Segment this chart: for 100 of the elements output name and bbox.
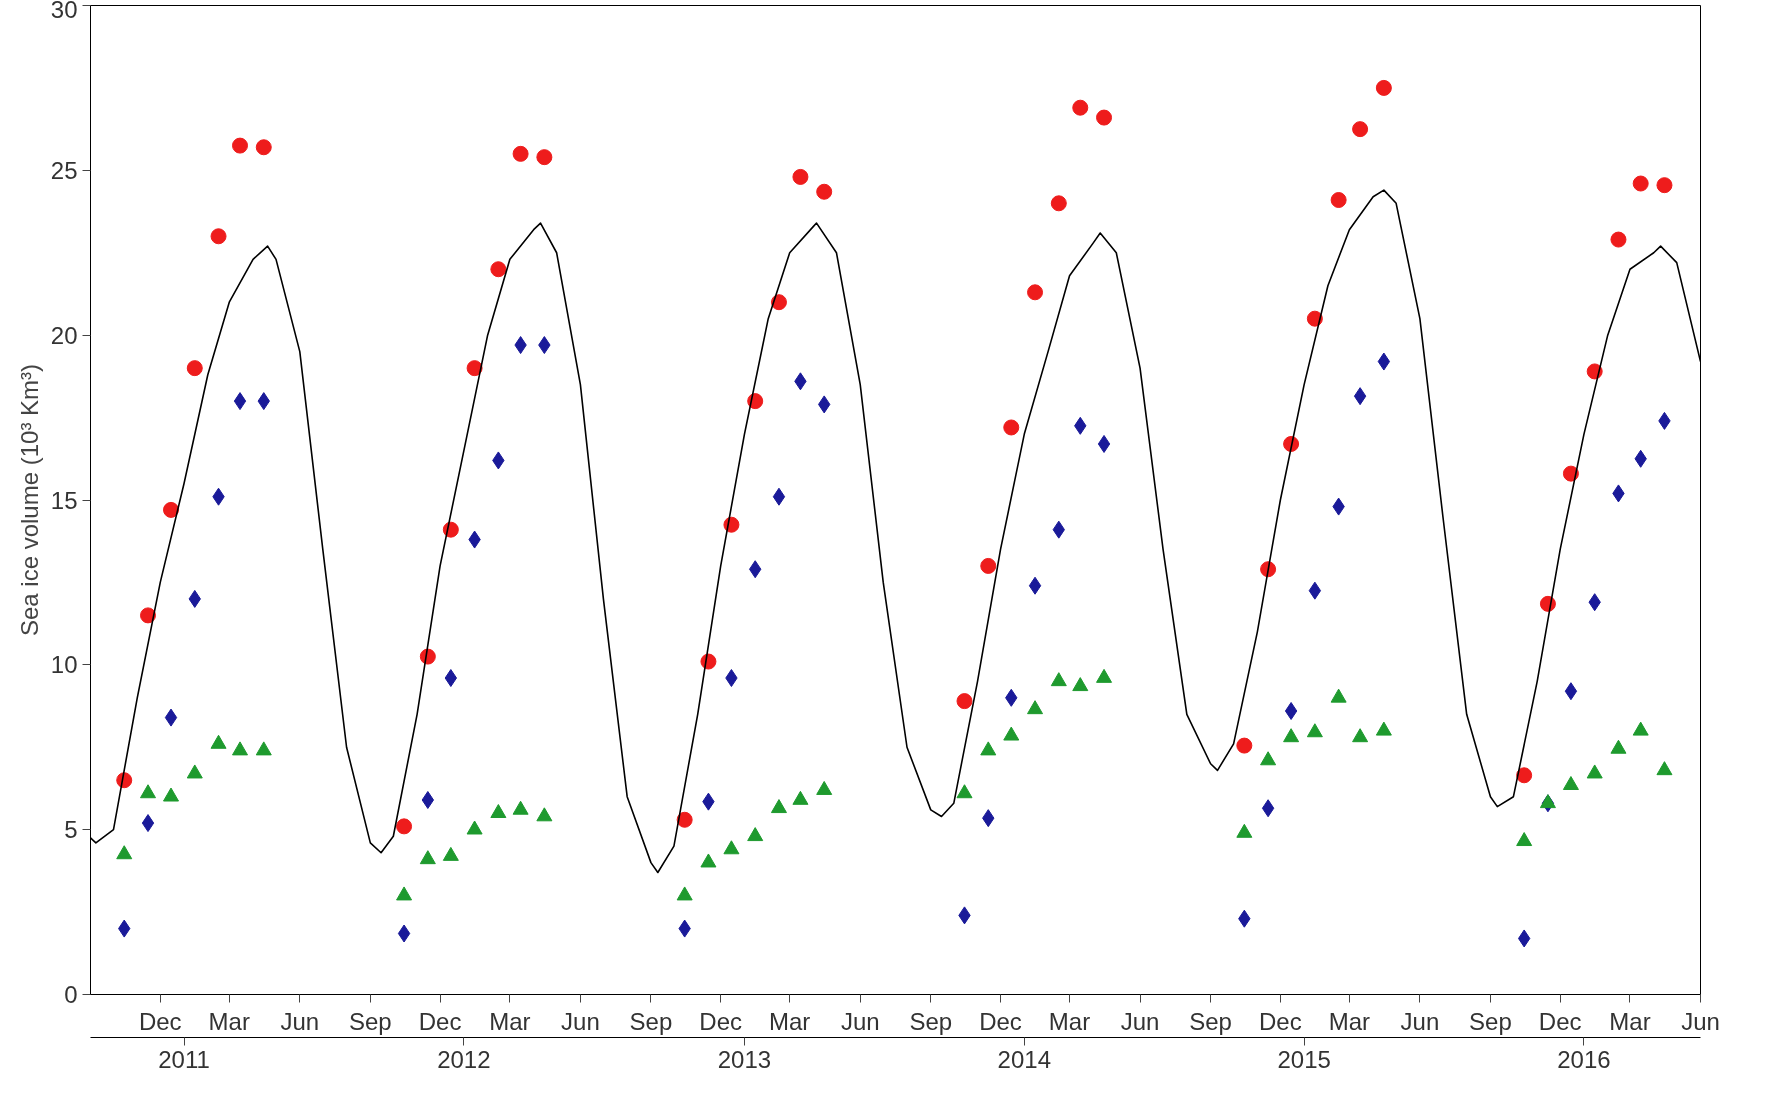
point bbox=[1260, 751, 1277, 766]
y-tick-label: 20 bbox=[50, 321, 78, 349]
point bbox=[1003, 419, 1020, 436]
point bbox=[1283, 728, 1300, 743]
point bbox=[1330, 688, 1347, 703]
point bbox=[186, 360, 203, 377]
x-tick-label: Sep bbox=[629, 1007, 673, 1035]
point bbox=[1072, 677, 1089, 692]
point bbox=[255, 741, 272, 756]
point bbox=[1097, 434, 1111, 453]
point bbox=[1096, 668, 1113, 683]
point bbox=[421, 791, 434, 809]
x2-tick-label: 2015 bbox=[1277, 1045, 1331, 1073]
point bbox=[1516, 832, 1533, 847]
point bbox=[1072, 99, 1089, 116]
x2-tick-label: 2012 bbox=[437, 1045, 491, 1073]
point bbox=[772, 487, 786, 506]
point bbox=[536, 149, 553, 166]
x-tick-label: Sep bbox=[909, 1007, 953, 1035]
x-tick-label: Dec bbox=[699, 1007, 743, 1035]
point bbox=[956, 693, 973, 710]
point bbox=[466, 820, 483, 835]
point bbox=[980, 741, 997, 756]
point bbox=[210, 228, 227, 245]
point bbox=[1028, 576, 1042, 595]
point bbox=[1375, 79, 1392, 96]
point bbox=[792, 168, 809, 185]
point bbox=[140, 607, 156, 624]
point bbox=[1610, 739, 1627, 754]
x-tick-label: Jun bbox=[840, 1007, 880, 1035]
point bbox=[164, 708, 178, 727]
y-tick-label: 25 bbox=[50, 156, 78, 184]
x2-tick-label: 2013 bbox=[717, 1045, 772, 1073]
x-tick-label: Jun bbox=[561, 1007, 600, 1035]
point bbox=[1632, 175, 1649, 192]
point bbox=[210, 734, 227, 749]
point bbox=[1027, 700, 1044, 715]
point bbox=[1050, 672, 1067, 687]
x2-tick-label: 2014 bbox=[997, 1045, 1051, 1073]
x-tick-label: Mar bbox=[489, 1007, 531, 1035]
point bbox=[1564, 682, 1578, 701]
point bbox=[232, 741, 248, 756]
point bbox=[1539, 794, 1556, 809]
point bbox=[1236, 823, 1253, 838]
y-tick-label: 0 bbox=[64, 981, 78, 1008]
point bbox=[419, 850, 436, 865]
point bbox=[140, 784, 156, 799]
point bbox=[770, 799, 787, 814]
point bbox=[255, 139, 272, 156]
point bbox=[1003, 726, 1020, 741]
x-tick-label: Sep bbox=[348, 1007, 392, 1035]
point bbox=[490, 804, 507, 819]
x-tick-label: Sep bbox=[1189, 1007, 1232, 1035]
x-tick-label: Jun bbox=[1681, 1007, 1720, 1035]
x-tick-label: Jun bbox=[1400, 1007, 1440, 1035]
point bbox=[1330, 192, 1347, 208]
point bbox=[1632, 721, 1649, 736]
point bbox=[1352, 728, 1369, 743]
point bbox=[676, 811, 693, 828]
x-tick-label: Sep bbox=[1469, 1007, 1512, 1035]
point bbox=[397, 924, 411, 943]
x-tick-label: Dec bbox=[979, 1007, 1022, 1035]
x-tick-label: Mar bbox=[1609, 1007, 1651, 1035]
point bbox=[980, 557, 997, 574]
point bbox=[1306, 723, 1323, 738]
point bbox=[1586, 764, 1603, 779]
point bbox=[1516, 767, 1533, 784]
x-tick-label: Mar bbox=[208, 1007, 250, 1035]
x-tick-label: Jun bbox=[280, 1007, 320, 1035]
point bbox=[466, 360, 483, 377]
x-tick-label: Mar bbox=[1048, 1007, 1091, 1035]
x-tick-label: Dec bbox=[138, 1007, 182, 1035]
point bbox=[1377, 352, 1391, 371]
point bbox=[1027, 284, 1044, 301]
x-tick-label: Jun bbox=[1120, 1007, 1160, 1035]
x-tick-label: Mar bbox=[769, 1007, 811, 1035]
point bbox=[816, 780, 833, 795]
x-tick-label: Dec bbox=[1538, 1007, 1582, 1035]
point bbox=[116, 845, 133, 860]
point bbox=[141, 814, 155, 833]
point bbox=[512, 145, 529, 162]
y-tick-label: 15 bbox=[50, 486, 78, 514]
point bbox=[1096, 109, 1113, 126]
y-tick-label: 10 bbox=[50, 651, 78, 679]
point bbox=[1352, 121, 1369, 138]
point bbox=[723, 840, 740, 855]
point bbox=[676, 886, 693, 901]
point bbox=[1261, 799, 1275, 818]
x2-tick-label: 2016 bbox=[1557, 1045, 1611, 1073]
point bbox=[163, 501, 179, 518]
point bbox=[232, 137, 248, 154]
point bbox=[1284, 701, 1298, 720]
point bbox=[490, 261, 507, 278]
point bbox=[1656, 761, 1673, 776]
point bbox=[396, 818, 413, 835]
point bbox=[233, 392, 247, 411]
point bbox=[1236, 737, 1253, 754]
point bbox=[512, 800, 529, 815]
point bbox=[163, 787, 179, 802]
point bbox=[747, 827, 764, 842]
